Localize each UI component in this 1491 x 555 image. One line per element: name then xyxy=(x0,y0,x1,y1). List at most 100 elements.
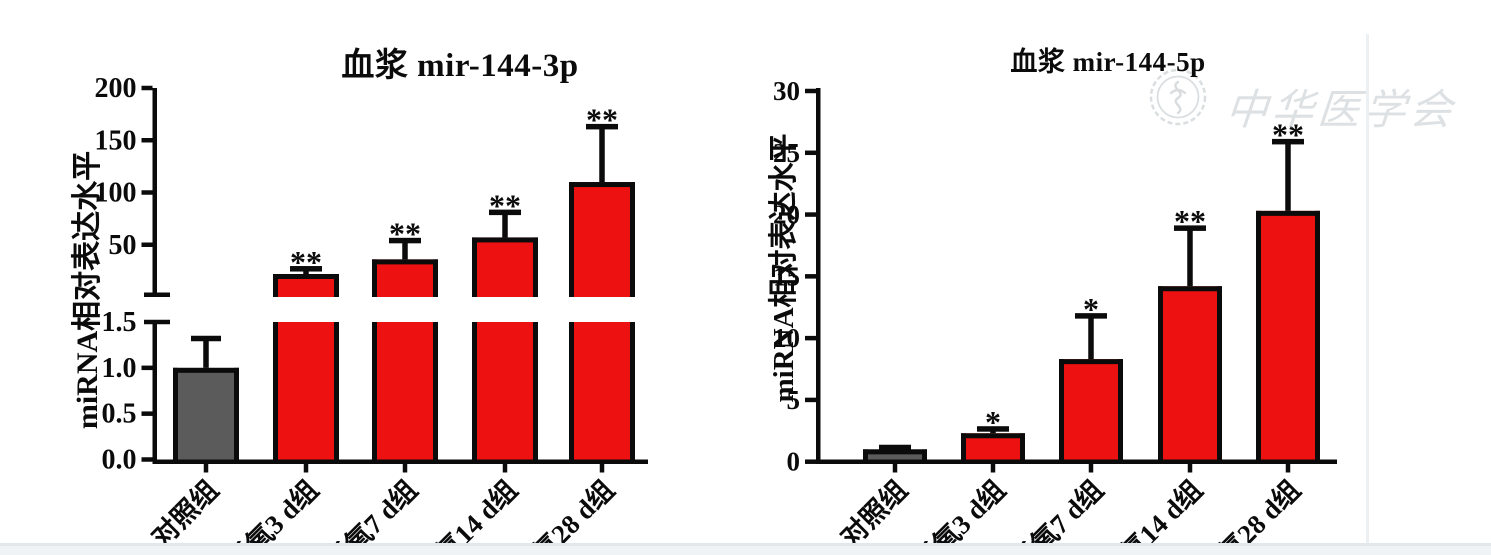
page-right-edge-line xyxy=(1366,34,1369,543)
x-axis xyxy=(816,459,1337,464)
error-bar-cap xyxy=(586,123,618,130)
y-tick-label: 10 xyxy=(773,323,800,353)
error-bar-cap xyxy=(290,266,322,272)
y-tick xyxy=(141,85,153,91)
bar-fill-upper xyxy=(372,259,438,297)
error-bar-cap xyxy=(879,444,911,451)
watermark-text: 中华医学会 xyxy=(1223,88,1458,134)
y-tick xyxy=(805,335,816,341)
y-tick-label: 0.5 xyxy=(102,399,137,430)
bar-fill-lower xyxy=(569,322,635,464)
y-axis-upper-segment xyxy=(152,88,157,297)
x-tick xyxy=(990,463,996,473)
y-tick xyxy=(141,457,153,462)
x-tick xyxy=(1187,463,1193,473)
bar-border-right xyxy=(1118,359,1123,464)
error-bar-stem xyxy=(1187,228,1193,287)
bar-border-left xyxy=(863,449,868,464)
bar-border-left xyxy=(273,274,278,297)
x-tick xyxy=(892,463,898,473)
bar-border-right xyxy=(630,322,635,464)
bar-fill xyxy=(1059,359,1123,464)
bar-border-right xyxy=(433,322,438,464)
bar-fill-lower xyxy=(472,322,538,464)
bar-border-top xyxy=(372,259,438,265)
bar-border-right xyxy=(1315,210,1320,464)
bar-fill xyxy=(173,367,239,464)
y-tick-label: 0 xyxy=(787,447,801,477)
bar-border-left xyxy=(472,237,477,297)
bar-border-right xyxy=(433,259,438,297)
y-tick-label: 5 xyxy=(787,385,801,415)
bar-border-left xyxy=(372,322,377,464)
bar-border-top xyxy=(961,433,1025,439)
error-bar-stem xyxy=(402,240,408,260)
bar-border-top xyxy=(173,367,239,373)
bar-border-right xyxy=(533,322,538,464)
chart1-ylabel: miRNA相对表达水平 xyxy=(71,150,104,430)
error-bar-stem xyxy=(1088,315,1094,360)
y-tick xyxy=(805,150,816,156)
y-tick xyxy=(805,397,816,403)
axis-break-cap xyxy=(144,292,170,297)
error-bar-cap xyxy=(977,426,1009,432)
y-tick xyxy=(805,212,816,217)
bar-fill xyxy=(1158,286,1222,464)
bar-border-left xyxy=(173,367,178,464)
y-tick xyxy=(141,365,153,371)
category-label: 对照组 xyxy=(145,474,224,553)
significance-label: ** xyxy=(290,244,322,280)
x-tick xyxy=(599,463,605,473)
bar-border-left xyxy=(472,322,477,464)
x-tick xyxy=(502,463,508,473)
y-tick xyxy=(141,138,153,143)
y-tick xyxy=(805,274,816,279)
y-axis-lower-segment xyxy=(152,322,157,464)
bar-fill-upper xyxy=(569,182,635,297)
watermark-emblem-snake-glyph xyxy=(1169,80,1187,115)
significance-label: ** xyxy=(1272,117,1304,153)
bar-border-left xyxy=(569,322,574,464)
bar-border-left xyxy=(569,182,574,297)
bar-border-right xyxy=(533,237,538,297)
x-tick xyxy=(203,463,209,473)
chart2-ylabel: miRNA相对表达水平 xyxy=(768,133,800,403)
y-tick-label: 25 xyxy=(773,138,800,168)
y-tick xyxy=(805,459,816,464)
bar-fill-upper xyxy=(472,237,538,297)
x-tick xyxy=(303,463,309,473)
y-tick-label: 150 xyxy=(95,125,137,156)
error-bar-stem xyxy=(1285,141,1291,211)
x-tick xyxy=(402,463,408,473)
error-bar-cap xyxy=(389,237,421,244)
error-bar-stem xyxy=(599,126,605,183)
y-tick-label: 200 xyxy=(95,73,137,104)
error-bar-cap xyxy=(191,335,221,342)
watermark-emblem-outer-ring xyxy=(1149,68,1207,126)
axis-break-cap xyxy=(144,319,170,325)
bar-border-right xyxy=(234,367,239,464)
y-tick-label: 100 xyxy=(95,178,137,209)
bar-border-top xyxy=(863,449,927,455)
y-tick-label: 1.0 xyxy=(102,353,137,384)
bar-fill-upper xyxy=(273,274,339,297)
watermark-emblem-inner-ring xyxy=(1156,75,1200,119)
error-bar-cap xyxy=(1272,138,1304,145)
bar-border-top xyxy=(569,182,635,188)
significance-label: ** xyxy=(389,216,421,252)
y-tick-label: 15 xyxy=(773,261,800,291)
error-bar-cap xyxy=(489,209,521,216)
bar-border-right xyxy=(922,449,927,464)
significance-label: ** xyxy=(489,187,521,223)
bar-fill-lower xyxy=(273,322,339,464)
y-tick-label: 1.5 xyxy=(102,307,137,338)
y-tick-label: 0.0 xyxy=(102,445,137,476)
error-bar-stem xyxy=(203,338,209,368)
significance-label: ** xyxy=(1174,203,1206,239)
bar-border-right xyxy=(630,182,635,297)
bar-border-left xyxy=(1059,359,1064,464)
y-tick-label: 50 xyxy=(109,230,137,261)
bar-border-left xyxy=(273,322,278,464)
bar-border-left xyxy=(961,433,966,464)
